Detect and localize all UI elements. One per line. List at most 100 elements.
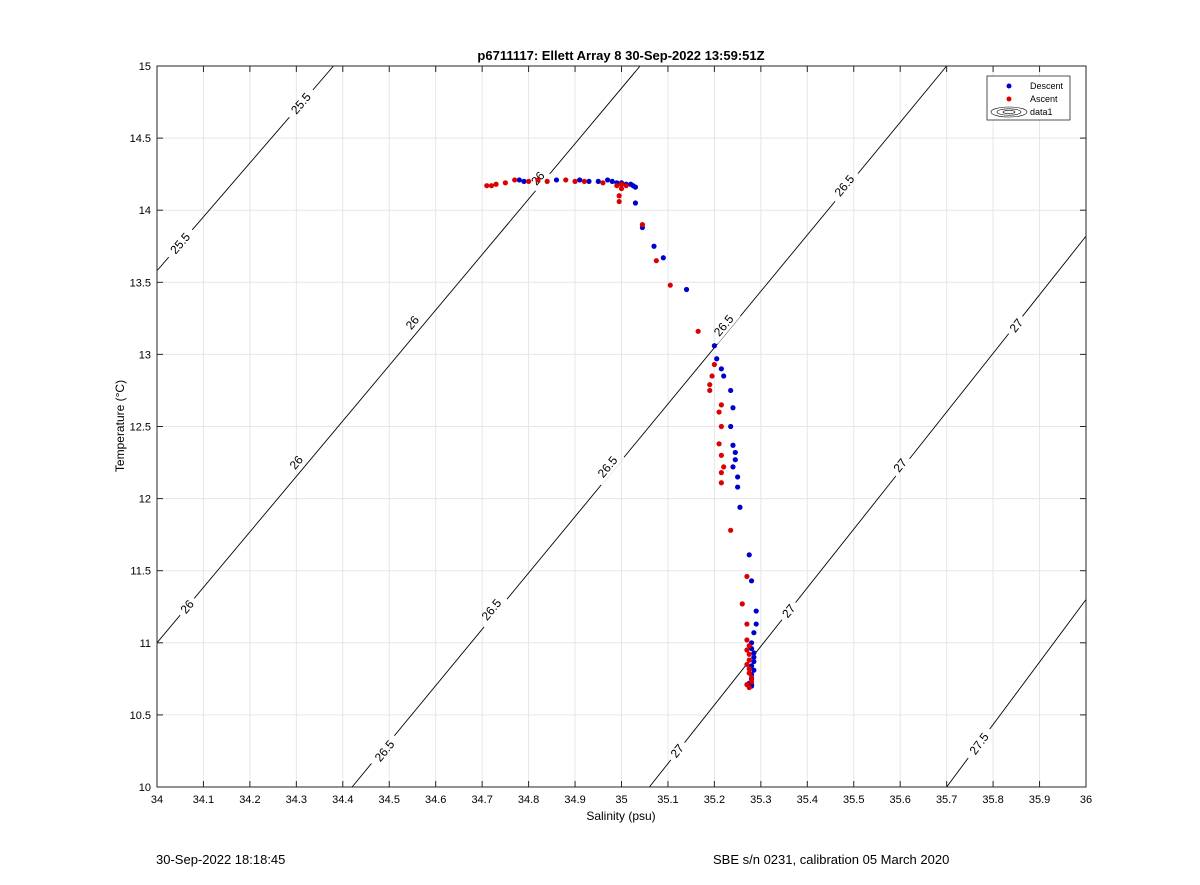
x-tick-label: 35.1 <box>657 794 678 806</box>
series-ascent <box>484 177 755 691</box>
descent-point <box>714 356 720 362</box>
ascent-point <box>716 409 722 415</box>
descent-point <box>577 177 583 183</box>
y-tick-label: 11 <box>140 638 151 650</box>
descent-point <box>553 177 560 183</box>
contour-line-27-5 <box>946 599 1087 788</box>
ascent-point <box>709 373 715 379</box>
x-tick-label: 34.9 <box>564 794 585 806</box>
ascent-point <box>639 222 646 228</box>
contour-label: 26.5 <box>372 737 398 764</box>
ascent-point <box>748 674 755 681</box>
contour-line-26-5 <box>351 65 947 788</box>
x-tick-label: 35.5 <box>843 794 864 806</box>
descent-point <box>718 366 724 372</box>
ascent-point <box>512 177 518 183</box>
x-tick-label: 35.4 <box>797 794 818 806</box>
descent-point <box>730 464 736 470</box>
descent-point <box>632 184 639 190</box>
ascent-point <box>616 198 622 205</box>
descent-point <box>660 255 666 261</box>
descent-point <box>728 387 734 394</box>
x-tick-label: 34.6 <box>425 794 446 806</box>
descent-point <box>586 178 592 184</box>
legend-contour-icon <box>990 106 1028 118</box>
descent-point <box>732 449 738 456</box>
ascent-point <box>744 647 750 653</box>
contour-line-27 <box>649 235 1087 788</box>
ascent-point <box>748 679 755 685</box>
ascent-point <box>718 452 724 458</box>
descent-point <box>753 621 759 627</box>
y-tick-label: 12.5 <box>130 422 151 434</box>
legend-descent-label: Descent <box>1030 81 1064 91</box>
ascent-point <box>718 402 724 408</box>
descent-point <box>730 442 736 448</box>
ascent-point <box>718 470 724 476</box>
ascent-point <box>707 382 713 388</box>
y-tick-label: 15 <box>139 61 151 73</box>
descent-point <box>651 243 657 249</box>
descent-point <box>728 423 734 430</box>
ascent-point <box>744 621 750 627</box>
ascent-point <box>746 684 752 691</box>
contour-label: 25.5 <box>288 90 314 117</box>
ascent-point <box>746 651 752 657</box>
ascent-point <box>728 527 734 533</box>
x-tick-label: 34.7 <box>471 794 492 806</box>
ascent-point <box>563 177 569 183</box>
descent-point <box>683 286 690 293</box>
x-tick-label: 34.8 <box>518 794 539 806</box>
ascent-point <box>614 183 620 189</box>
descent-point <box>751 630 757 636</box>
ascent-point <box>718 423 724 430</box>
ascent-point <box>744 661 750 668</box>
ascent-point <box>695 328 701 334</box>
chart-title: p6711117: Ellett Array 8 30-Sep-2022 13:… <box>477 48 764 63</box>
descent-point <box>595 178 601 184</box>
x-tick-label: 35.8 <box>982 794 1003 806</box>
ascent-point <box>718 480 724 486</box>
ascent-point <box>746 670 752 676</box>
descent-point <box>753 608 759 614</box>
footer-timestamp: 30-Sep-2022 18:18:45 <box>156 852 286 867</box>
ascent-point <box>484 183 490 189</box>
descent-point <box>751 658 757 665</box>
contour-label: 26 <box>178 597 198 616</box>
ascent-point <box>488 183 495 189</box>
x-axis-label: Salinity (psu) <box>586 809 655 823</box>
x-tick-label: 34.5 <box>379 794 400 806</box>
series-descent <box>516 177 759 689</box>
ascent-point <box>746 657 752 663</box>
descent-point <box>732 457 738 463</box>
descent-point <box>748 578 755 584</box>
ascent-point <box>616 193 622 199</box>
y-tick-label: 11.5 <box>130 566 151 578</box>
axis-ticks: 34 34.1 34.2 34.3 34.4 34.5 34.6 34.7 34.8 34.9 35… <box>130 61 1093 806</box>
ascent-point <box>623 183 629 189</box>
y-tick-label: 14 <box>139 205 151 217</box>
ascent-point <box>716 441 722 447</box>
descent-point <box>737 504 743 510</box>
ascent-point <box>744 637 750 643</box>
legend-ascent-marker <box>1006 96 1012 102</box>
ascent-point <box>707 387 713 394</box>
descent-point <box>751 654 757 660</box>
x-tick-label: 35.7 <box>936 794 957 806</box>
legend-descent-marker <box>1006 83 1012 89</box>
legend-ascent-label: Ascent <box>1030 94 1058 104</box>
x-tick-label: 35.9 <box>1029 794 1050 806</box>
contour-label: 27 <box>668 741 687 760</box>
ascent-point <box>721 464 727 470</box>
ascent-point <box>535 177 541 183</box>
ascent-point <box>739 601 745 607</box>
ascent-point <box>653 258 659 264</box>
descent-point <box>516 177 522 183</box>
x-tick-label: 36 <box>1080 794 1092 806</box>
y-tick-label: 13 <box>139 349 151 361</box>
contour-label: 27 <box>891 456 910 475</box>
ascent-point <box>618 185 625 192</box>
x-tick-label: 34.4 <box>332 794 353 806</box>
ascent-point <box>502 180 508 186</box>
